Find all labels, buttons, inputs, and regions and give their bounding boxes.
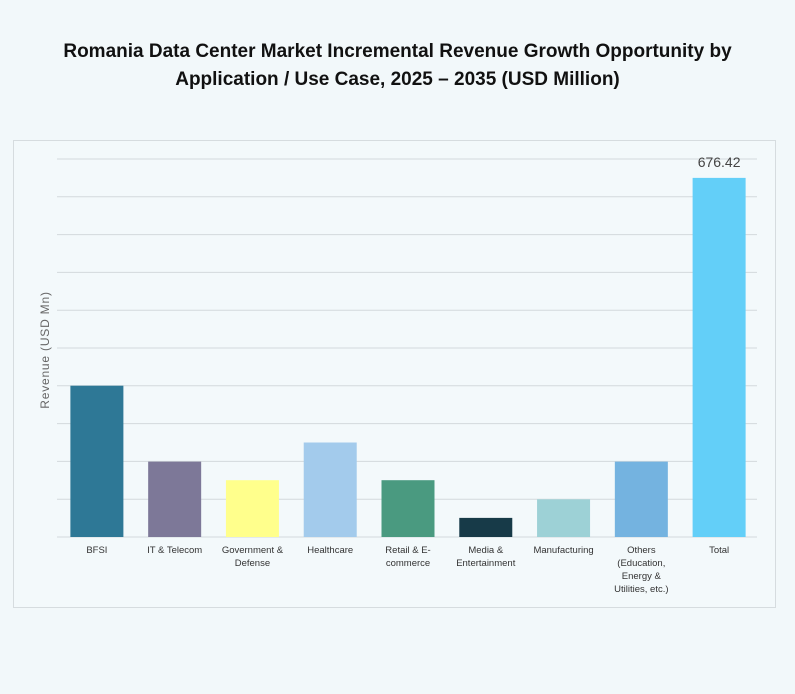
bar-0 <box>70 385 124 537</box>
bar-5 <box>459 517 513 537</box>
chart-title-line-2: Application / Use Case, 2025 – 2035 (USD… <box>175 69 620 90</box>
bar-8 <box>692 177 746 537</box>
bar-4 <box>381 480 435 537</box>
bar-6 <box>537 499 591 537</box>
data-label-8: 676.42 <box>698 154 741 170</box>
x-tick-label-5: Media & Entertainment <box>456 545 516 569</box>
y-axis-label: Revenue (USD Mn) <box>38 291 52 409</box>
x-tick-label-6: Manufacturing <box>533 545 593 556</box>
x-tick-label-0: BFSI <box>86 545 107 556</box>
x-tick-label-3: Healthcare <box>307 545 353 556</box>
x-tick-label-1: IT & Telecom <box>147 545 202 556</box>
x-tick-label-2: Government & Defense <box>222 545 284 569</box>
x-tick-label-7: Others (Education, Energy & Utilities, etc.… <box>614 545 668 595</box>
x-tick-label-8: Total <box>709 545 729 556</box>
bar-3 <box>303 442 357 537</box>
bar-7 <box>614 461 668 537</box>
chart-title-line-1: Romania Data Center Market Incremental R… <box>63 41 732 62</box>
bar-2 <box>225 480 279 537</box>
x-tick-label-4: Retail & E-commerce <box>385 545 430 569</box>
bar-1 <box>148 461 202 537</box>
